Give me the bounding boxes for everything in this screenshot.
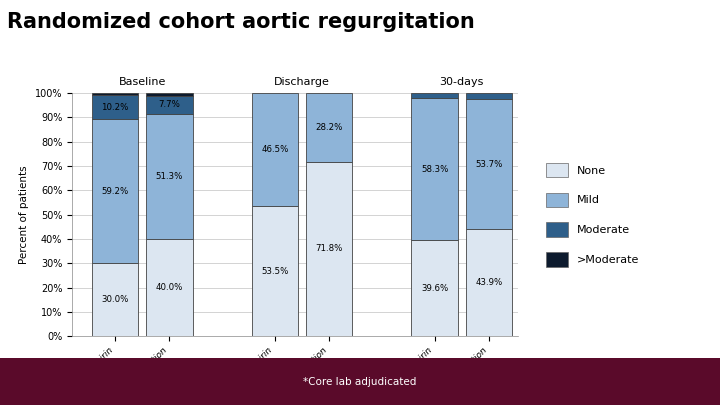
Bar [91, 119, 138, 263]
Bar [251, 93, 298, 206]
Y-axis label: Percent of patients: Percent of patients [19, 165, 30, 264]
Legend: None, Mild, Moderate, >Moderate: None, Mild, Moderate, >Moderate [542, 158, 644, 271]
Bar [251, 206, 298, 336]
Bar [91, 93, 138, 95]
Text: 39.6%: 39.6% [421, 284, 449, 292]
Text: 58.3%: 58.3% [421, 164, 449, 174]
Text: 40.0%: 40.0% [156, 283, 183, 292]
Text: 10.2%: 10.2% [102, 102, 129, 111]
Text: *Core lab adjudicated: *Core lab adjudicated [303, 377, 417, 387]
Bar [466, 230, 512, 336]
Bar [411, 93, 458, 98]
Text: 53.7%: 53.7% [475, 160, 503, 169]
Text: 30-days: 30-days [440, 77, 484, 87]
Bar [411, 98, 458, 240]
Text: 53.5%: 53.5% [261, 266, 289, 276]
Text: Discharge: Discharge [274, 77, 330, 87]
Bar [91, 263, 138, 336]
Bar [145, 239, 192, 336]
Bar [145, 114, 192, 239]
Bar [306, 93, 352, 162]
Text: 43.9%: 43.9% [475, 278, 503, 287]
Text: Baseline: Baseline [118, 77, 166, 87]
Text: 71.8%: 71.8% [315, 244, 343, 254]
Bar [145, 93, 192, 96]
Text: 7.7%: 7.7% [158, 100, 180, 109]
Bar [306, 162, 352, 336]
Text: 46.5%: 46.5% [261, 145, 289, 154]
Text: 59.2%: 59.2% [102, 187, 129, 196]
Text: 51.3%: 51.3% [156, 172, 183, 181]
Bar [145, 96, 192, 114]
Text: Randomized cohort aortic regurgitation: Randomized cohort aortic regurgitation [7, 12, 475, 32]
Bar [466, 93, 512, 99]
Text: 28.2%: 28.2% [315, 123, 343, 132]
Bar [466, 99, 512, 230]
Bar [91, 95, 138, 119]
Bar [411, 240, 458, 336]
Text: 30.0%: 30.0% [102, 295, 129, 304]
